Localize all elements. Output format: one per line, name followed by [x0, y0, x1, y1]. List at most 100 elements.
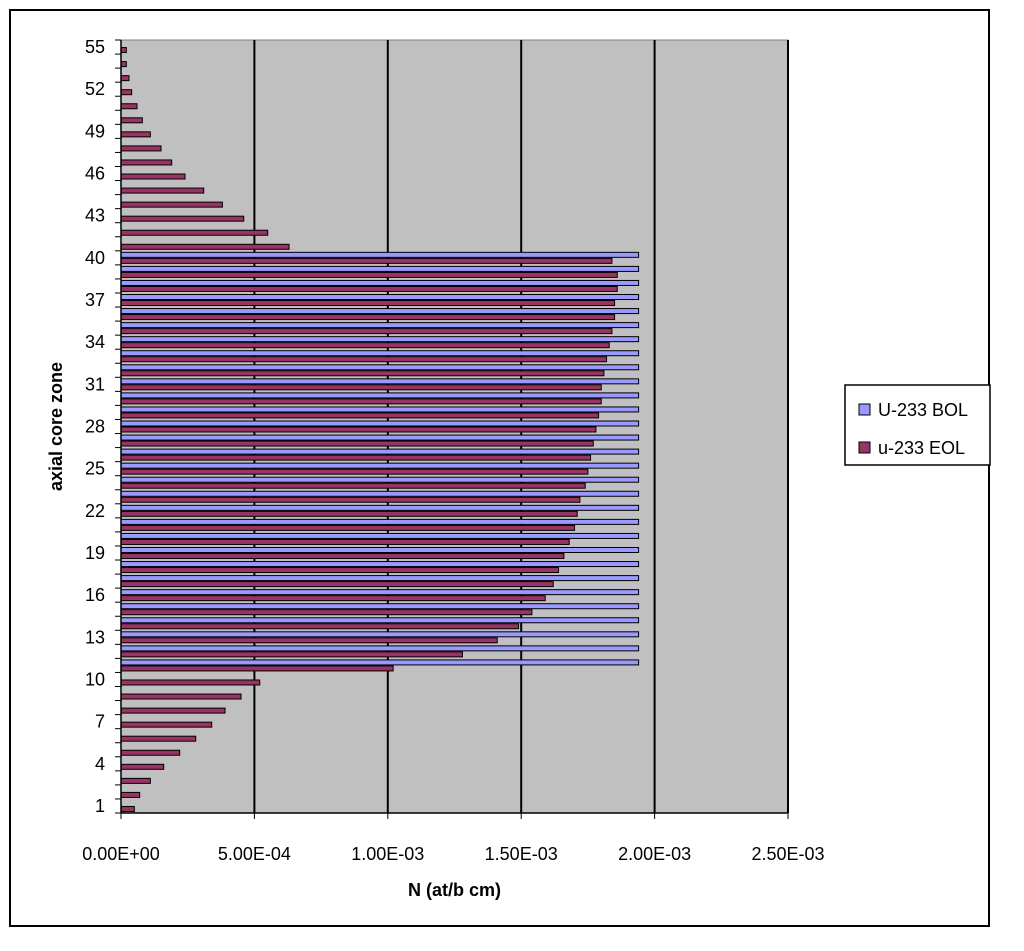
legend: U-233 BOL u-233 EOL	[844, 384, 991, 466]
y-tick-label: 16	[85, 585, 105, 605]
bar-eol	[120, 47, 127, 54]
bar-bol	[120, 546, 640, 553]
x-tick-label: 1.50E-03	[485, 844, 558, 864]
bar-eol	[120, 665, 394, 672]
bar-eol	[120, 721, 213, 728]
bar-eol	[120, 117, 143, 124]
y-tick-label: 43	[85, 206, 105, 226]
bar-bol	[120, 434, 640, 441]
y-tick-label: 7	[95, 712, 105, 732]
bar-eol	[120, 763, 165, 770]
legend-label: U-233 BOL	[878, 400, 968, 420]
bar-bol	[120, 406, 640, 413]
bar-eol	[120, 328, 613, 335]
y-tick-label: 1	[95, 796, 105, 816]
x-tick-label: 2.50E-03	[751, 844, 824, 864]
bar-eol	[120, 356, 608, 363]
bar-eol	[120, 440, 594, 447]
y-tick-label: 49	[85, 121, 105, 141]
bar-eol	[120, 201, 223, 208]
bar-eol	[120, 271, 618, 278]
bar-eol	[120, 89, 133, 96]
y-tick-label: 46	[85, 164, 105, 184]
bar-eol	[120, 243, 290, 250]
bar-eol	[120, 496, 581, 503]
bar-bol	[120, 308, 640, 315]
bar-eol	[120, 791, 141, 798]
x-tick-label: 1.00E-03	[351, 844, 424, 864]
x-tick-label: 2.00E-03	[618, 844, 691, 864]
bar-eol	[120, 61, 127, 68]
bar-eol	[120, 229, 269, 236]
bar-bol	[120, 378, 640, 385]
bar-eol	[120, 510, 578, 517]
bar-bol	[120, 336, 640, 343]
bar-eol	[120, 426, 597, 433]
axes	[115, 39, 789, 819]
bar-eol	[120, 131, 151, 138]
legend-label: u-233 EOL	[878, 438, 965, 458]
legend-swatch	[858, 441, 871, 454]
bar-eol	[120, 777, 151, 784]
bar-eol	[120, 637, 498, 644]
bar-bol	[120, 476, 640, 483]
bar-eol	[120, 215, 245, 222]
bar-eol	[120, 524, 576, 531]
x-tick-labels: 0.00E+00 5.00E-04 1.00E-03 1.50E-03 2.00E-03…	[82, 844, 824, 864]
bar-bol	[120, 532, 640, 539]
bar-bol	[120, 350, 640, 357]
bar-eol	[120, 595, 546, 602]
y-tick-label: 13	[85, 627, 105, 647]
y-tick-label: 4	[95, 754, 105, 774]
bar-eol	[120, 75, 130, 82]
x-axis-title: N (at/b cm)	[408, 880, 501, 900]
bar-eol	[120, 651, 464, 658]
bar-eol	[120, 482, 586, 489]
bar-eol	[120, 398, 602, 405]
bar-eol	[120, 468, 589, 475]
bar-eol	[120, 145, 162, 152]
y-tick-label: 40	[85, 248, 105, 268]
y-axis-title: axial core zone	[46, 362, 66, 491]
x-tick-label: 0.00E+00	[82, 844, 160, 864]
bar-eol	[120, 103, 138, 110]
bar-eol	[120, 609, 533, 616]
y-tick-label: 34	[85, 332, 105, 352]
bar-eol	[120, 412, 600, 419]
bar-eol	[120, 693, 242, 700]
bar-eol	[120, 384, 602, 391]
bar-eol	[120, 370, 605, 377]
bar-bol	[120, 279, 640, 286]
bar-bol	[120, 448, 640, 455]
y-tick-label: 28	[85, 417, 105, 437]
bar-eol	[120, 300, 616, 307]
bar-eol	[120, 342, 610, 349]
bar-bol	[120, 575, 640, 582]
bar-eol	[120, 707, 226, 714]
y-tick-label: 52	[85, 79, 105, 99]
bar-eol	[120, 173, 186, 180]
y-tick-label: 19	[85, 543, 105, 563]
bar-eol	[120, 679, 261, 686]
bar-eol	[120, 285, 618, 292]
y-tick-label: 10	[85, 669, 105, 689]
bar-bol	[120, 603, 640, 610]
bar-bol	[120, 462, 640, 469]
bar-bol	[120, 561, 640, 568]
bar-eol	[120, 805, 135, 812]
bar-bol	[120, 504, 640, 511]
bar-bol	[120, 251, 640, 258]
bar-eol	[120, 454, 592, 461]
bar-eol	[120, 735, 197, 742]
bar-eol	[120, 581, 554, 588]
bar-eol	[120, 538, 570, 545]
bar-bol	[120, 364, 640, 371]
legend-swatch	[858, 403, 871, 416]
y-tick-label: 31	[85, 374, 105, 394]
bar-bol	[120, 490, 640, 497]
bar-eol	[120, 567, 560, 574]
y-tick-label: 25	[85, 459, 105, 479]
bar-bol	[120, 617, 640, 624]
bar-bol	[120, 294, 640, 301]
